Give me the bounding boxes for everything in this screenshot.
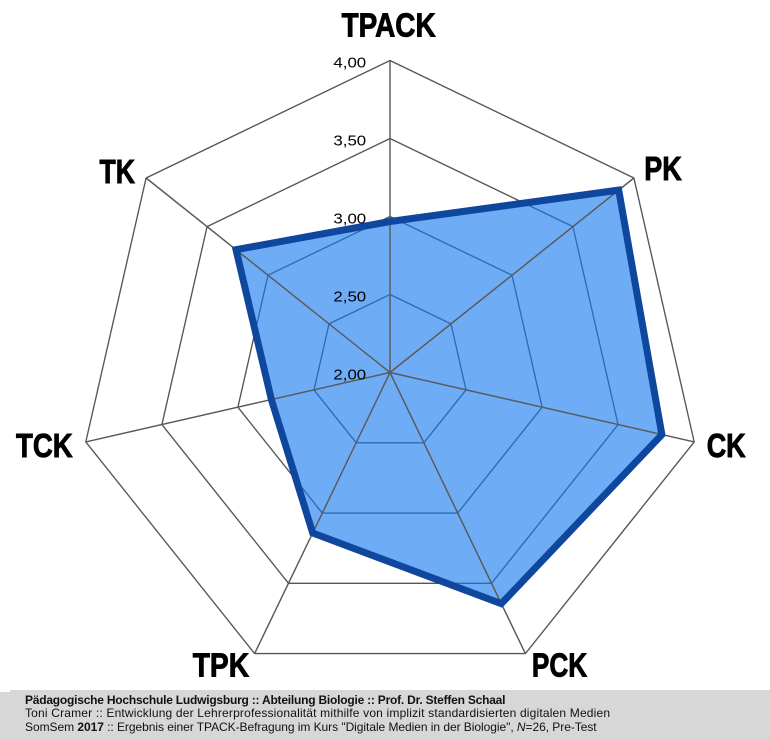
svg-text:TPK: TPK xyxy=(193,646,250,683)
svg-text:CK: CK xyxy=(707,427,746,464)
svg-text:TPACK: TPACK xyxy=(342,7,436,44)
svg-text:2,50: 2,50 xyxy=(333,289,366,305)
svg-text:4,00: 4,00 xyxy=(333,55,366,71)
svg-text:3,00: 3,00 xyxy=(333,211,366,227)
svg-text:2,00: 2,00 xyxy=(333,367,366,383)
svg-text:3,50: 3,50 xyxy=(333,133,366,149)
svg-text:PCK: PCK xyxy=(532,647,587,684)
svg-text:TCK: TCK xyxy=(16,427,73,464)
svg-text:TK: TK xyxy=(100,153,136,190)
svg-text:PK: PK xyxy=(644,150,682,187)
